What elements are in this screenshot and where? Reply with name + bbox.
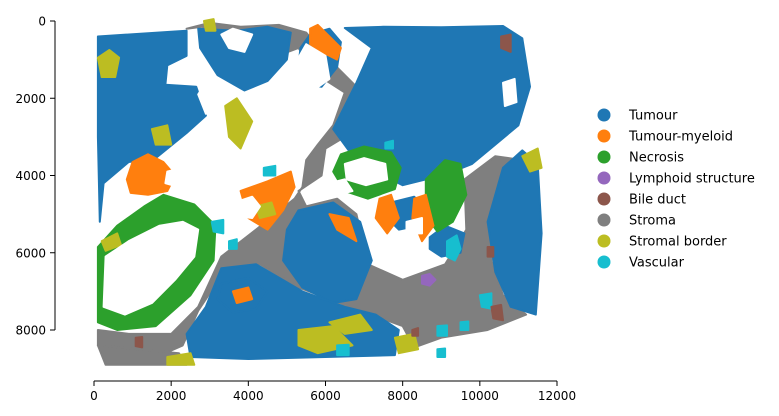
empty-region-7 — [328, 178, 354, 196]
region-tumour-myeloid-4 — [374, 193, 400, 235]
region-stromal-border-10 — [328, 313, 373, 335]
region-stromal-border-1 — [203, 18, 217, 32]
y-tick-label: 8000 — [15, 324, 46, 338]
plot-area — [96, 18, 543, 366]
empty-regions — [102, 27, 518, 316]
series-stromal-border — [96, 18, 543, 366]
region-tumour-0 — [96, 29, 207, 223]
y-ticks: 0 2000 4000 6000 8000 — [15, 15, 55, 338]
legend-label-stromal-border: Stromal border — [629, 235, 727, 250]
empty-region-6 — [164, 166, 192, 189]
legend-marker-stroma — [597, 213, 611, 227]
region-tumour-1 — [197, 25, 292, 92]
region-stromal-border-0 — [96, 49, 121, 78]
legend-marker-lymphoid-structure — [597, 171, 611, 185]
legend-marker-vascular — [597, 255, 611, 269]
region-vascular-8 — [384, 139, 394, 150]
region-vascular-1 — [478, 292, 493, 310]
series-bile-duct — [134, 33, 512, 349]
legend-marker-tumour — [597, 108, 611, 122]
x-tick-label: 12000 — [538, 389, 576, 403]
region-vascular-3 — [228, 238, 238, 250]
series-lymphoid-structure — [421, 273, 437, 287]
region-stromal-border-8 — [100, 232, 122, 252]
legend-marker-necrosis — [597, 150, 611, 164]
axes: 0 2000 4000 6000 8000 10000 12000 0 2000 4000 600… — [15, 15, 576, 404]
empty-region-4 — [343, 157, 389, 187]
region-vascular-6 — [336, 343, 350, 357]
empty-region-0 — [197, 81, 219, 115]
legend-marker-tumour-myeloid — [597, 129, 611, 143]
y-tick-label: 0 — [38, 15, 46, 29]
region-tumour-myeloid-6 — [328, 213, 358, 243]
legend-label-bile-duct: Bile duct — [629, 193, 686, 208]
region-vascular-0 — [446, 234, 462, 262]
legend-label-vascular: Vascular — [629, 256, 685, 271]
y-tick-label: 2000 — [15, 92, 46, 106]
legend-label-tumour-myeloid: Tumour-myeloid — [628, 130, 733, 145]
region-vascular-2 — [210, 218, 225, 235]
x-ticks: 0 2000 4000 6000 8000 10000 12000 — [90, 381, 576, 403]
y-tick-label: 6000 — [15, 246, 46, 260]
series-tumour-myeloid — [125, 23, 435, 304]
empty-region-2 — [289, 43, 331, 94]
region-tumour-myeloid-0 — [125, 153, 176, 196]
empty-region-1 — [220, 27, 254, 53]
legend: Tumour Tumour-myeloid Necrosis Lymphoid str… — [597, 108, 755, 271]
region-stromal-border-5 — [393, 332, 420, 355]
x-tick-label: 0 — [90, 389, 98, 403]
legend-label-necrosis: Necrosis — [629, 151, 684, 166]
region-bile-duct-3 — [486, 246, 495, 258]
region-stromal-border-6 — [521, 147, 543, 173]
region-bile-duct-2 — [500, 33, 512, 53]
region-stromal-border-2 — [224, 97, 254, 150]
legend-label-tumour: Tumour — [628, 109, 678, 124]
empty-region-9 — [502, 77, 518, 107]
legend-marker-bile-duct — [597, 192, 611, 206]
y-tick-label: 4000 — [15, 169, 46, 183]
series-vascular — [210, 139, 493, 358]
region-bile-duct-1 — [134, 336, 144, 349]
series-tumour — [96, 25, 543, 360]
x-tick-label: 10000 — [461, 389, 499, 403]
region-lymphoid-structure-0 — [421, 273, 437, 287]
empty-region-8 — [405, 217, 423, 235]
region-tumour-myeloid-2 — [309, 23, 342, 61]
region-stromal-border-7 — [166, 352, 196, 366]
region-vascular-7 — [262, 164, 277, 177]
legend-label-stroma: Stroma — [629, 214, 676, 229]
x-tick-label: 2000 — [156, 389, 187, 403]
legend-label-lymphoid-structure: Lymphoid structure — [629, 172, 755, 187]
x-tick-label: 8000 — [387, 389, 418, 403]
empty-region-3 — [102, 220, 200, 316]
region-bile-duct-4 — [411, 327, 420, 337]
region-vascular-5 — [459, 320, 470, 331]
x-tick-label: 4000 — [233, 389, 264, 403]
region-bile-duct-0 — [490, 303, 504, 322]
empty-region-5 — [233, 195, 261, 219]
region-vascular-4 — [436, 324, 448, 337]
region-tumour-myeloid-3 — [231, 286, 254, 304]
legend-marker-stromal-border — [597, 234, 611, 248]
x-tick-label: 6000 — [310, 389, 341, 403]
region-vascular-9 — [436, 347, 447, 358]
region-stromal-border-3 — [150, 124, 173, 146]
